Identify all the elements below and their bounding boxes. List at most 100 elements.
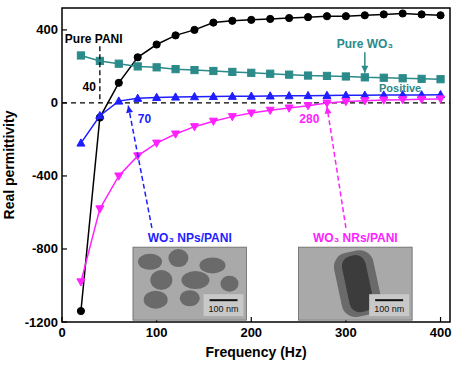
tem-particle — [138, 254, 162, 270]
marker — [380, 74, 387, 81]
marker — [285, 105, 293, 112]
marker — [77, 139, 85, 146]
x-tick-label: 100 — [146, 325, 168, 340]
marker — [286, 71, 293, 78]
marker — [115, 60, 122, 67]
series-line — [81, 95, 441, 143]
marker — [323, 91, 331, 98]
marker — [323, 72, 330, 79]
tem-image — [133, 247, 247, 320]
y-tick-label: 0 — [51, 95, 58, 110]
scale-bar — [210, 299, 238, 301]
marker — [247, 110, 255, 117]
marker — [190, 93, 198, 100]
y-tick-label: 400 — [36, 22, 58, 37]
marker — [191, 26, 198, 33]
marker — [172, 66, 179, 73]
y-tick — [62, 248, 67, 249]
tem-particle — [180, 290, 200, 306]
marker — [399, 97, 407, 104]
marker — [96, 112, 104, 119]
annotation: 70 — [138, 112, 152, 126]
marker — [134, 63, 141, 70]
y-tick-label: -1200 — [25, 315, 58, 330]
marker — [267, 70, 274, 77]
marker — [418, 11, 425, 18]
marker — [361, 12, 368, 19]
x-tick — [251, 317, 252, 322]
arrow-head — [325, 107, 332, 114]
marker — [115, 173, 123, 180]
marker — [342, 98, 350, 105]
marker — [361, 91, 369, 98]
tem-background — [133, 247, 247, 320]
annotation: 40 — [82, 80, 96, 94]
marker — [437, 96, 445, 103]
tem-particle — [150, 270, 172, 290]
marker — [323, 13, 330, 20]
marker — [285, 92, 293, 99]
marker — [229, 17, 236, 24]
marker — [77, 52, 84, 59]
tem-background — [299, 247, 413, 320]
annotation: Pure PANI — [65, 32, 123, 46]
marker — [380, 97, 388, 104]
y-tick — [62, 29, 67, 30]
marker — [210, 19, 217, 26]
marker — [248, 16, 255, 23]
scale-bar-label: 100 nm — [209, 304, 239, 314]
tem-particle — [199, 257, 225, 273]
marker — [134, 54, 141, 61]
marker — [172, 93, 180, 100]
marker — [153, 140, 161, 147]
annotation: WO₃ NPs/PANI — [148, 231, 232, 245]
marker — [304, 72, 311, 79]
x-axis-title: Frequency (Hz) — [205, 344, 306, 360]
x-tick-label: 0 — [58, 325, 65, 340]
marker — [267, 15, 274, 22]
marker — [266, 107, 274, 114]
marker — [191, 66, 198, 73]
marker — [134, 94, 142, 101]
marker — [172, 131, 180, 138]
marker — [286, 14, 293, 21]
tem-image — [299, 247, 413, 320]
marker — [77, 307, 84, 314]
arrow-head — [361, 66, 368, 73]
marker — [210, 67, 217, 74]
marker — [228, 92, 236, 99]
crossover-line — [99, 46, 100, 103]
marker — [77, 279, 85, 286]
marker — [266, 92, 274, 99]
marker — [361, 74, 368, 81]
tem-particle — [221, 276, 239, 292]
marker — [115, 97, 123, 104]
x-tick-label: 300 — [335, 325, 357, 340]
marker — [342, 13, 349, 20]
marker — [437, 12, 444, 19]
marker — [228, 114, 236, 121]
marker — [115, 79, 122, 86]
x-tick-label: 200 — [240, 325, 262, 340]
tem-particle — [144, 291, 168, 309]
marker — [96, 206, 104, 213]
marker — [172, 32, 179, 39]
marker — [399, 10, 406, 17]
tem-particle — [168, 249, 188, 267]
crossover-arrow — [128, 106, 152, 228]
x-tick — [61, 317, 62, 322]
annotation: Positive — [379, 82, 421, 94]
marker — [190, 124, 198, 131]
marker — [209, 92, 217, 99]
annotation: WO₃ NRs/PANI — [313, 231, 398, 245]
x-tick-label: 400 — [430, 325, 452, 340]
tem-particle — [181, 271, 209, 289]
scale-bar — [375, 299, 403, 301]
marker — [153, 64, 160, 71]
y-axis-title: Real permittivity — [1, 110, 17, 219]
marker — [229, 68, 236, 75]
marker — [361, 98, 369, 105]
annotation: Pure WO₃ — [337, 37, 393, 51]
marker — [248, 69, 255, 76]
marker — [342, 91, 350, 98]
